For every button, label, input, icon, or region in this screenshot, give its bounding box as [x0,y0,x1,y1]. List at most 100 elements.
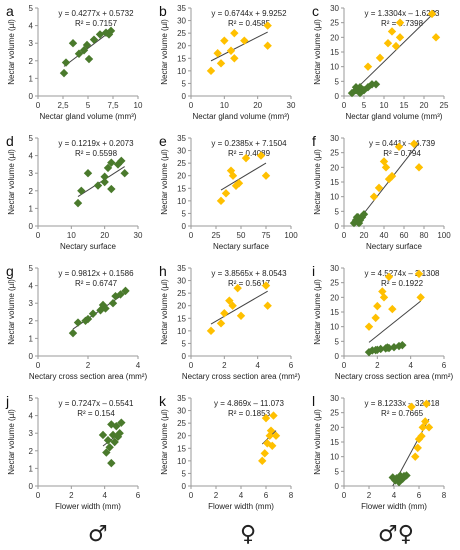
y-tick-label: 0 [335,352,340,361]
y-tick-label: 0 [29,222,34,231]
y-tick-label: 0 [182,92,187,101]
y-tick-label: 10 [330,63,339,72]
y-tick-label: 30 [177,17,186,26]
x-tick-label: 0 [36,231,41,240]
y-tick-label: 25 [177,289,186,298]
data-point [73,318,83,327]
y-tick-label: 30 [330,264,339,273]
data-point [359,210,369,219]
data-point [263,21,272,30]
data-point [409,139,419,149]
data-point [236,311,246,320]
data-point [77,186,86,195]
trend-line [210,31,268,62]
y-tick-label: 4 [29,152,34,161]
x-axis-label: Nectary surface [366,242,423,251]
data-point [233,283,242,293]
trend-line [210,290,268,325]
r-squared-label: R² = 0.7157 [75,19,118,28]
data-point [84,54,94,64]
data-point [416,293,425,302]
y-tick-label: 5 [182,79,187,88]
y-tick-label: 25 [177,419,186,428]
data-point [351,83,361,92]
x-axis-label: Nectar gland volume (mm³) [40,112,137,121]
data-point [266,426,276,435]
data-point [352,213,362,222]
y-tick-label: 4 [29,282,34,291]
data-point [117,418,126,427]
data-point [363,62,373,71]
data-point [228,171,238,180]
y-tick-label: 2 [29,317,34,326]
y-tick-label: 15 [177,444,186,453]
x-tick-label: 4 [255,361,260,370]
data-point [424,423,434,432]
x-tick-label: 80 [420,231,429,240]
x-axis-label: Flower width (mm) [208,502,274,511]
y-tick-label: 10 [177,327,186,336]
y-tick-label: 3 [29,169,34,178]
y-tick-label: 20 [330,33,339,42]
data-point [95,30,105,39]
y-tick-label: 35 [177,134,186,143]
regression-equation: y = 0.7247x – 0.5541 [59,399,135,408]
data-point [216,59,226,68]
data-point [102,448,111,457]
data-point [93,181,103,190]
panel-letter: c [312,3,319,19]
data-point [355,88,365,98]
x-tick-label: 4 [408,361,413,370]
data-point [117,156,126,166]
regression-equation: y = 0.1219x + 0.2073 [58,139,134,148]
data-point [376,344,385,354]
x-tick-label: 2 [214,491,219,500]
y-tick-label: 15 [330,308,339,317]
y-axis-label: Nectar volume (µl) [160,279,169,345]
data-point [402,471,411,480]
y-tick-label: 0 [29,482,34,491]
regression-equation: y = 1.3304x – 1.6223 [365,9,441,18]
y-tick-label: 5 [29,134,34,143]
trend-line [220,162,267,191]
x-tick-label: 6 [442,361,447,370]
x-tick-label: 0 [342,231,347,240]
y-tick-label: 5 [335,337,340,346]
regression-equation: y = 0.441x – 4.739 [369,139,436,148]
x-axis-label: Nectary cross section area (mm²) [182,372,301,381]
x-tick-label: 0 [36,361,41,370]
data-point [206,66,216,76]
data-point [103,436,113,445]
data-point [216,196,226,206]
data-point [381,163,391,172]
y-tick-label: 25 [177,29,186,38]
y-tick-label: 20 [177,172,186,181]
regression-equation: y = 0.4277x + 0.5732 [58,9,134,18]
x-tick-label: 20 [360,231,369,240]
y-tick-label: 2 [29,447,34,456]
y-tick-label: 3 [29,299,34,308]
x-tick-label: 6 [289,361,294,370]
y-tick-label: 10 [330,323,339,332]
data-point [83,169,93,178]
y-tick-label: 2 [29,57,34,66]
data-point [116,290,125,299]
data-point [421,417,430,426]
panel-letter: d [6,133,14,149]
y-tick-label: 1 [29,334,34,343]
data-point [407,402,416,411]
trend-line [351,10,437,94]
y-tick-label: 15 [330,438,339,447]
y-axis-label: Nectar volume (µl) [160,19,169,85]
y-axis-label: Nectar volume (µl) [313,149,322,215]
y-tick-label: 10 [177,197,186,206]
y-tick-label: 0 [182,482,187,491]
x-tick-label: 2 [367,491,372,500]
data-point [384,272,394,281]
data-point [263,301,272,310]
regression-equation: y = 4.869x – 11.073 [214,399,284,408]
data-point [411,452,420,461]
y-tick-label: 5 [29,264,34,273]
x-axis-label: Nectary surface [60,242,117,251]
data-point [121,286,130,296]
